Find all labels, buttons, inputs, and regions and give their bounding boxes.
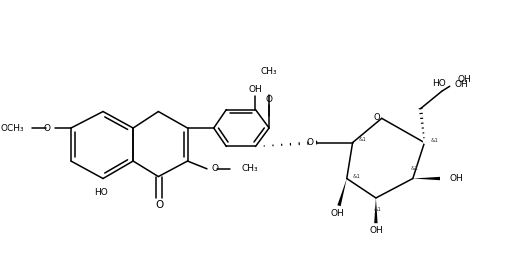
Text: CH₃: CH₃ <box>242 164 259 173</box>
Text: &1: &1 <box>374 207 382 212</box>
Text: OH: OH <box>455 80 468 89</box>
Polygon shape <box>413 177 440 180</box>
Polygon shape <box>337 179 347 206</box>
Text: O: O <box>44 124 51 133</box>
Text: &1: &1 <box>430 138 438 143</box>
Text: O: O <box>266 95 273 104</box>
Text: OH: OH <box>330 209 344 218</box>
Text: O: O <box>212 164 219 173</box>
Text: O: O <box>155 200 163 210</box>
Text: OH: OH <box>248 85 262 94</box>
Text: OCH₃: OCH₃ <box>1 124 24 133</box>
Polygon shape <box>374 198 378 223</box>
Text: &1: &1 <box>411 166 419 171</box>
Text: &1: &1 <box>358 137 366 142</box>
Text: OH: OH <box>457 75 471 84</box>
Text: CH₃: CH₃ <box>261 67 277 76</box>
Text: OH: OH <box>369 227 383 236</box>
Text: &1: &1 <box>352 174 360 179</box>
Text: HO: HO <box>432 79 446 88</box>
Text: OH: OH <box>450 174 463 183</box>
Text: O: O <box>307 138 314 147</box>
Text: HO: HO <box>94 188 108 197</box>
Text: O: O <box>373 113 380 122</box>
